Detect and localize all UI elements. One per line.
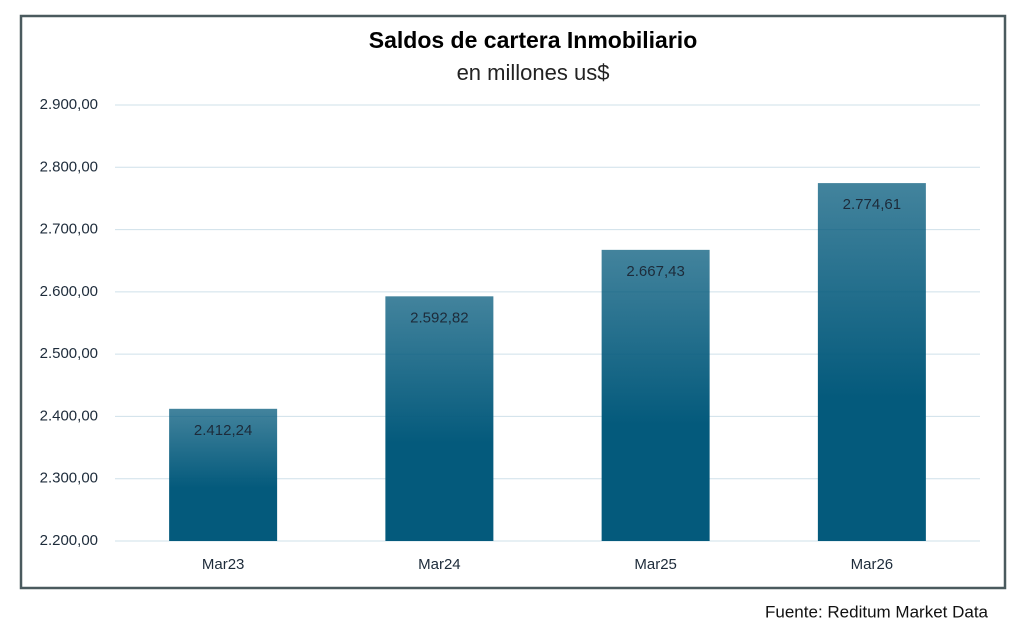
y-tick-label: 2.400,00: [40, 407, 98, 424]
y-tick-label: 2.200,00: [40, 532, 98, 549]
x-tick-label: Mar25: [634, 556, 677, 573]
value-label: 2.774,61: [843, 196, 901, 213]
bar: [169, 408, 278, 541]
bar: [385, 296, 494, 541]
y-tick-label: 2.300,00: [40, 470, 98, 487]
bar: [601, 249, 710, 541]
source-note: Fuente: Reditum Market Data: [765, 602, 989, 621]
x-tick-label: Mar23: [202, 556, 245, 573]
chart-title: Saldos de cartera Inmobiliario: [369, 27, 698, 53]
bar: [817, 183, 926, 542]
y-tick-label: 2.600,00: [40, 283, 98, 300]
value-label: 2.412,24: [194, 422, 252, 439]
y-tick-label: 2.800,00: [40, 158, 98, 175]
value-label: 2.592,82: [410, 309, 468, 326]
y-tick-label: 2.900,00: [40, 96, 98, 113]
value-label: 2.667,43: [626, 263, 684, 280]
y-tick-label: 2.700,00: [40, 221, 98, 238]
chart-frame: [19, 14, 1007, 590]
y-tick-label: 2.500,00: [40, 345, 98, 362]
x-tick-label: Mar24: [418, 556, 461, 573]
x-tick-label: Mar26: [851, 556, 894, 573]
chart-subtitle: en millones us$: [457, 60, 610, 85]
